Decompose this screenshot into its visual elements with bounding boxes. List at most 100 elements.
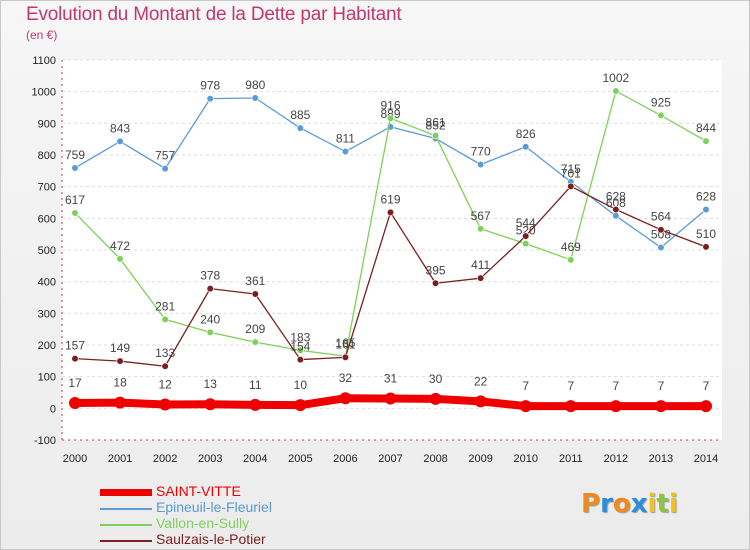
legend-swatch	[100, 508, 152, 510]
legend-label: Saulzais-le-Potier	[156, 531, 266, 547]
data-label: 861	[426, 116, 446, 130]
data-point	[341, 147, 350, 156]
data-point	[477, 274, 485, 282]
y-tick-label: 100	[38, 372, 56, 384]
data-label: 770	[471, 145, 491, 159]
y-tick-label: 1100	[32, 55, 56, 67]
data-point	[249, 398, 262, 411]
data-point	[702, 205, 710, 214]
legend-label: Epineuil-le-Fleuriel	[156, 499, 272, 515]
data-point	[522, 240, 530, 248]
data-point	[431, 132, 440, 140]
data-point	[294, 399, 307, 412]
data-label: 183	[290, 330, 310, 344]
series-0: 17 18 12 13 11 10 32 31 30 22 7 7 7 7 7	[68, 371, 712, 413]
data-label: 925	[651, 95, 671, 109]
x-tick-label: 2013	[649, 453, 673, 465]
data-point	[519, 400, 532, 413]
logo-letter: i	[647, 489, 657, 519]
y-tick-label: 200	[38, 340, 56, 352]
data-point	[116, 137, 124, 145]
data-label: 240	[200, 312, 220, 326]
data-label: 157	[65, 339, 85, 353]
y-tick-label: 600	[38, 213, 56, 225]
data-label: 916	[380, 98, 400, 112]
data-point	[386, 208, 395, 216]
data-label: 7	[567, 379, 574, 393]
x-tick-label: 2008	[423, 453, 447, 465]
y-tick-label: 300	[38, 308, 56, 320]
data-point	[612, 87, 620, 95]
data-point	[161, 315, 169, 323]
data-point	[251, 290, 259, 298]
data-point	[657, 243, 665, 252]
data-point	[69, 396, 81, 409]
data-point	[657, 226, 665, 234]
data-point	[700, 400, 712, 413]
data-label: 885	[290, 108, 310, 122]
logo-letter: i	[668, 489, 678, 519]
data-label: 10	[294, 378, 308, 392]
data-label: 361	[245, 274, 265, 288]
data-point	[567, 182, 575, 190]
data-point	[161, 362, 169, 370]
data-label: 628	[696, 189, 716, 203]
x-tick-label: 2006	[333, 453, 357, 465]
data-point	[296, 355, 304, 364]
data-point	[161, 165, 169, 173]
data-point	[477, 225, 485, 233]
data-label: 544	[516, 216, 536, 230]
data-label: 7	[613, 379, 620, 393]
logo-letter: r	[600, 489, 613, 519]
logo-letter: P	[581, 489, 601, 519]
data-label: 759	[65, 148, 85, 162]
data-label: 564	[651, 210, 671, 224]
data-point	[702, 243, 710, 251]
data-point	[116, 357, 124, 365]
data-point	[206, 95, 214, 103]
data-label: 395	[426, 263, 446, 277]
data-label: 567	[471, 209, 491, 223]
data-label: 469	[561, 240, 581, 254]
legend-label: Vallon-en-Sully	[156, 515, 250, 531]
data-label: 209	[245, 322, 265, 336]
data-point	[612, 205, 620, 214]
data-label: 510	[696, 227, 716, 241]
legend-swatch	[100, 524, 152, 526]
data-point	[341, 353, 350, 361]
x-tick-label: 2007	[378, 453, 402, 465]
data-label: 617	[65, 193, 85, 207]
data-point	[206, 328, 214, 336]
y-tick-label: 0	[50, 403, 56, 415]
data-label: 281	[155, 299, 175, 313]
x-tick-label: 2003	[198, 453, 222, 465]
data-point	[296, 346, 304, 354]
data-label: 18	[113, 376, 127, 390]
data-label: 844	[696, 121, 716, 135]
data-label: 17	[68, 376, 82, 390]
data-label: 12	[158, 378, 172, 392]
y-tick-label: 900	[38, 118, 56, 130]
legend-swatch	[100, 540, 152, 542]
data-label: 149	[110, 341, 130, 355]
data-label: 30	[429, 372, 443, 386]
data-label: 378	[200, 269, 220, 283]
chart-subtitle: (en €)	[26, 28, 58, 42]
x-tick-label: 2012	[604, 453, 628, 465]
data-point	[431, 279, 440, 287]
data-point	[612, 212, 620, 220]
data-point	[477, 160, 485, 169]
data-point	[522, 143, 530, 151]
data-point	[609, 400, 622, 413]
data-label: 7	[703, 379, 710, 393]
data-point	[702, 137, 710, 145]
data-point	[654, 400, 667, 413]
data-label: 843	[110, 121, 130, 135]
data-point	[296, 124, 304, 132]
chart-title: Evolution du Montant de la Dette par Hab…	[26, 4, 402, 25]
legend-label: SAINT-VITTE	[156, 483, 241, 499]
y-tick-label: -100	[34, 435, 56, 447]
y-tick-label: 700	[38, 182, 56, 194]
logo-letter: t	[656, 489, 669, 519]
